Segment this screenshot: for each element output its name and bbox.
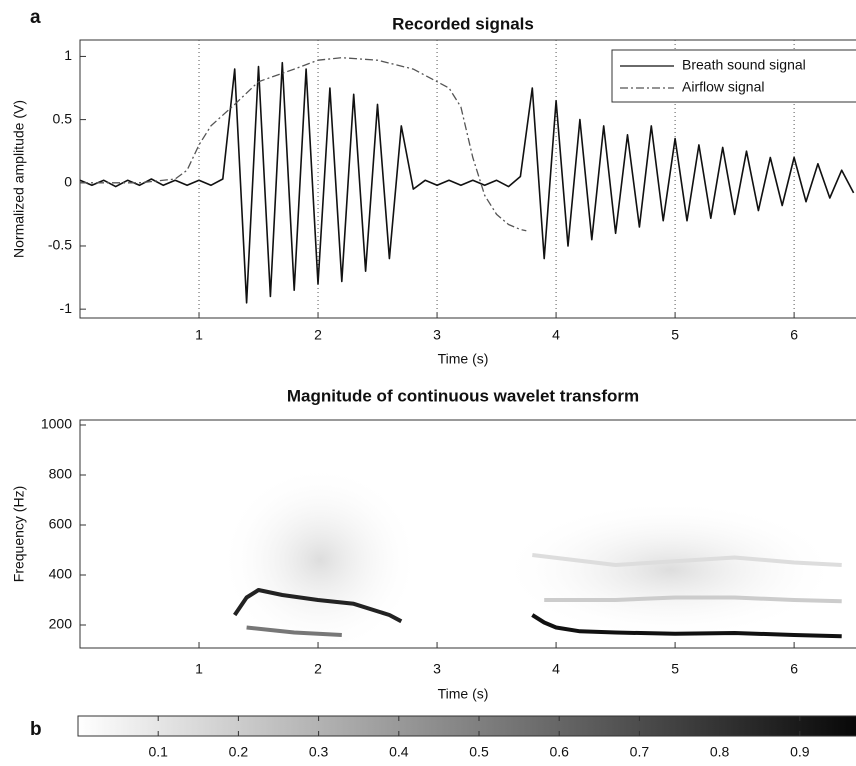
y-tick-label: 400 <box>49 566 73 582</box>
colorbar-tick-label: 0.5 <box>469 744 489 760</box>
ridge-line <box>246 625 342 637</box>
y-tick-label: 0 <box>64 173 72 189</box>
y-tick-label: -0.5 <box>48 237 72 253</box>
y-tick-label: -1 <box>60 300 73 316</box>
x-tick-label: 2 <box>314 327 322 343</box>
x-tick-label: 5 <box>671 327 679 343</box>
wavelet-haze <box>500 500 840 640</box>
y-tick-label: 200 <box>49 616 73 632</box>
colorbar <box>77 715 856 737</box>
x-tick-label: 1 <box>195 327 203 343</box>
y-axis-label: Frequency (Hz) <box>11 486 27 582</box>
legend-box <box>611 49 856 103</box>
x-tick-label: 6 <box>790 327 798 343</box>
signal-line <box>80 57 527 232</box>
colorbar-tick-label: 0.1 <box>148 744 168 760</box>
chart-title: Magnitude of continuous wavelet transfor… <box>287 386 639 405</box>
y-tick-label: 800 <box>49 466 73 482</box>
y-tick-label: 600 <box>49 516 73 532</box>
colorbar-tick-label: 0.6 <box>549 744 569 760</box>
y-tick-label: 1000 <box>41 416 72 432</box>
x-tick-label: 3 <box>433 327 441 343</box>
x-tick-label: 4 <box>552 661 560 677</box>
y-tick-label: 0.5 <box>53 110 73 126</box>
plot-frame <box>79 419 856 649</box>
signal-line <box>79 61 855 304</box>
panel-label: a <box>30 7 41 28</box>
ridge-line <box>531 613 842 639</box>
x-axis-label: Time (s) <box>438 686 489 702</box>
colorbar-tick-label: 0.8 <box>710 744 730 760</box>
colorbar-tick-label: 0.3 <box>309 744 329 760</box>
x-axis-label: Time (s) <box>438 351 489 367</box>
legend-label: Breath sound signal <box>682 57 806 73</box>
x-tick-label: 3 <box>433 661 441 677</box>
x-tick-label: 2 <box>314 661 322 677</box>
ridge-line <box>532 553 842 567</box>
panel-label: b <box>30 719 42 740</box>
colorbar-tick-label: 0.4 <box>389 744 409 760</box>
x-tick-label: 4 <box>552 327 560 343</box>
x-tick-label: 1 <box>195 661 203 677</box>
legend-label: Airflow signal <box>682 79 764 95</box>
x-tick-label: 5 <box>671 661 679 677</box>
colorbar-tick-label: 0.2 <box>229 744 249 760</box>
chart-title: Recorded signals <box>392 14 534 33</box>
x-tick-label: 6 <box>790 661 798 677</box>
plot-frame <box>79 39 856 319</box>
ridge-line <box>233 588 403 624</box>
ridge-line <box>544 595 842 604</box>
y-axis-label: Normalized amplitude (V) <box>11 100 27 258</box>
y-tick-label: 1 <box>64 47 72 63</box>
colorbar-tick-label: 0.9 <box>790 744 810 760</box>
colorbar-tick-label: 0.7 <box>630 744 650 760</box>
